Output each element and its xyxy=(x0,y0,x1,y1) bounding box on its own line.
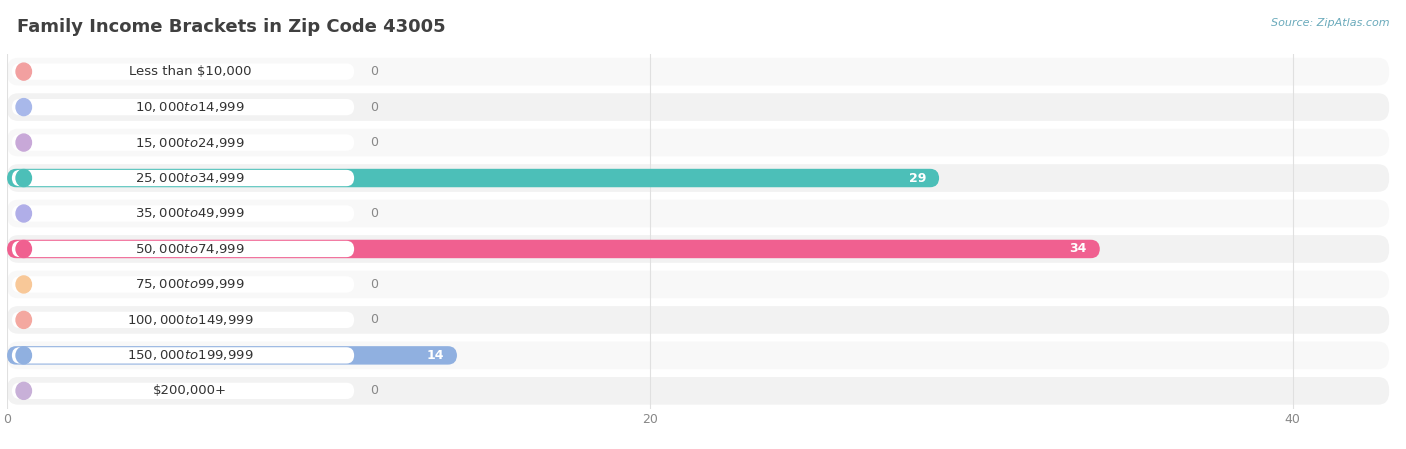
Text: $100,000 to $149,999: $100,000 to $149,999 xyxy=(127,313,253,327)
Text: 34: 34 xyxy=(1070,242,1087,255)
FancyBboxPatch shape xyxy=(7,346,457,365)
FancyBboxPatch shape xyxy=(11,63,354,80)
FancyBboxPatch shape xyxy=(7,235,1389,263)
FancyBboxPatch shape xyxy=(7,93,1389,121)
Text: $50,000 to $74,999: $50,000 to $74,999 xyxy=(135,242,245,256)
FancyBboxPatch shape xyxy=(7,306,1389,334)
Text: 0: 0 xyxy=(370,278,378,291)
Text: 0: 0 xyxy=(370,101,378,114)
FancyBboxPatch shape xyxy=(7,271,1389,298)
FancyBboxPatch shape xyxy=(11,134,354,151)
Text: 0: 0 xyxy=(370,313,378,326)
FancyBboxPatch shape xyxy=(7,200,1389,227)
Circle shape xyxy=(15,383,31,399)
FancyBboxPatch shape xyxy=(11,205,354,222)
FancyBboxPatch shape xyxy=(11,99,354,115)
Circle shape xyxy=(15,276,31,293)
FancyBboxPatch shape xyxy=(7,58,1389,85)
FancyBboxPatch shape xyxy=(11,383,354,399)
FancyBboxPatch shape xyxy=(7,240,1099,258)
FancyBboxPatch shape xyxy=(11,170,354,186)
Circle shape xyxy=(15,241,31,257)
Circle shape xyxy=(15,63,31,80)
Text: 0: 0 xyxy=(370,207,378,220)
FancyBboxPatch shape xyxy=(11,347,354,364)
Text: 0: 0 xyxy=(370,384,378,397)
FancyBboxPatch shape xyxy=(11,276,354,293)
Text: $10,000 to $14,999: $10,000 to $14,999 xyxy=(135,100,245,114)
Text: Source: ZipAtlas.com: Source: ZipAtlas.com xyxy=(1271,18,1389,28)
Text: 0: 0 xyxy=(370,65,378,78)
Circle shape xyxy=(15,347,31,364)
FancyBboxPatch shape xyxy=(7,377,1389,405)
Text: 29: 29 xyxy=(908,172,927,185)
Text: $15,000 to $24,999: $15,000 to $24,999 xyxy=(135,136,245,150)
Text: $200,000+: $200,000+ xyxy=(153,384,228,397)
Circle shape xyxy=(15,312,31,328)
Text: $75,000 to $99,999: $75,000 to $99,999 xyxy=(135,277,245,291)
Circle shape xyxy=(15,170,31,186)
Text: $25,000 to $34,999: $25,000 to $34,999 xyxy=(135,171,245,185)
FancyBboxPatch shape xyxy=(11,312,354,328)
Text: Family Income Brackets in Zip Code 43005: Family Income Brackets in Zip Code 43005 xyxy=(17,18,446,36)
Text: $35,000 to $49,999: $35,000 to $49,999 xyxy=(135,207,245,220)
Text: 0: 0 xyxy=(370,136,378,149)
Circle shape xyxy=(15,134,31,151)
Text: 14: 14 xyxy=(426,349,444,362)
FancyBboxPatch shape xyxy=(11,241,354,257)
Text: $150,000 to $199,999: $150,000 to $199,999 xyxy=(127,348,253,362)
FancyBboxPatch shape xyxy=(7,169,939,187)
FancyBboxPatch shape xyxy=(7,342,1389,369)
FancyBboxPatch shape xyxy=(7,129,1389,156)
Text: Less than $10,000: Less than $10,000 xyxy=(129,65,252,78)
Circle shape xyxy=(15,99,31,115)
FancyBboxPatch shape xyxy=(7,164,1389,192)
Circle shape xyxy=(15,205,31,222)
